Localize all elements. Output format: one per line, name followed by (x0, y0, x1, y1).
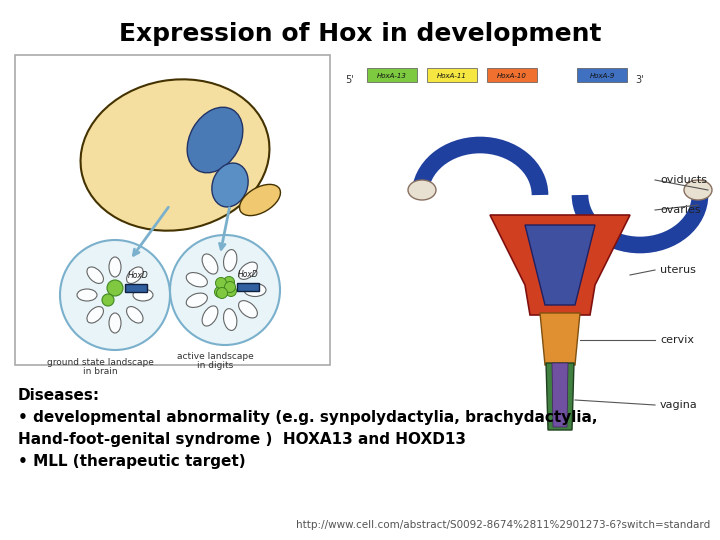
Text: Diseases:: Diseases: (18, 388, 100, 403)
Text: HoxA-13: HoxA-13 (377, 73, 407, 79)
Polygon shape (525, 225, 595, 305)
Circle shape (60, 240, 170, 350)
Text: • MLL (therapeutic target): • MLL (therapeutic target) (18, 454, 246, 469)
Circle shape (220, 281, 230, 293)
Ellipse shape (87, 267, 104, 284)
Polygon shape (540, 313, 580, 365)
Bar (577, 68, 627, 82)
Text: oviducts: oviducts (660, 175, 707, 185)
Text: vagina: vagina (660, 400, 698, 410)
Ellipse shape (81, 79, 269, 231)
Circle shape (225, 286, 236, 296)
Bar (125, 284, 147, 292)
Ellipse shape (202, 306, 218, 326)
Ellipse shape (244, 284, 266, 296)
Ellipse shape (238, 301, 257, 318)
Circle shape (215, 287, 225, 298)
Text: • developmental abnormality (e.g. synpolydactylia, brachydactylia,: • developmental abnormality (e.g. synpol… (18, 410, 598, 425)
Ellipse shape (127, 267, 143, 284)
Ellipse shape (223, 309, 237, 330)
Ellipse shape (186, 273, 207, 287)
Ellipse shape (223, 249, 237, 271)
Circle shape (170, 235, 280, 345)
Bar (427, 68, 477, 82)
Ellipse shape (212, 163, 248, 207)
Ellipse shape (109, 313, 121, 333)
Polygon shape (490, 215, 630, 315)
Polygon shape (546, 363, 574, 430)
Text: ground state landscape: ground state landscape (47, 358, 153, 367)
Ellipse shape (408, 180, 436, 200)
Text: HoxA-9: HoxA-9 (589, 73, 615, 79)
Ellipse shape (109, 257, 121, 277)
Circle shape (217, 287, 228, 299)
Polygon shape (552, 363, 568, 427)
Ellipse shape (77, 289, 97, 301)
Bar (15, 55, 330, 365)
Text: in brain: in brain (83, 367, 117, 376)
Ellipse shape (202, 254, 218, 274)
Circle shape (215, 278, 227, 288)
Circle shape (223, 276, 235, 287)
Text: 5': 5' (345, 75, 354, 85)
Ellipse shape (87, 307, 104, 323)
Ellipse shape (684, 180, 712, 200)
Ellipse shape (133, 289, 153, 301)
Ellipse shape (240, 184, 281, 215)
Bar (367, 68, 417, 82)
Text: ovaries: ovaries (660, 205, 701, 215)
Text: HoxD: HoxD (128, 271, 149, 280)
Ellipse shape (127, 307, 143, 323)
Text: http://www.cell.com/abstract/S0092-8674%2811%2901273-6?switch=standard: http://www.cell.com/abstract/S0092-8674%… (296, 520, 710, 530)
Text: in digits: in digits (197, 361, 233, 370)
Text: uterus: uterus (660, 265, 696, 275)
Circle shape (102, 294, 114, 306)
Text: HoxA-10: HoxA-10 (497, 73, 527, 79)
Text: HoxD: HoxD (238, 270, 258, 279)
Bar (237, 283, 259, 291)
Ellipse shape (187, 107, 243, 173)
Ellipse shape (186, 293, 207, 307)
Ellipse shape (238, 262, 257, 279)
Text: Hand‑foot‑genital syndrome )  HOXA13 and HOXD13: Hand‑foot‑genital syndrome ) HOXA13 and … (18, 432, 466, 447)
Circle shape (225, 281, 235, 293)
Text: Expression of Hox in development: Expression of Hox in development (119, 22, 601, 46)
Text: 3': 3' (635, 75, 644, 85)
Bar (487, 68, 537, 82)
Text: active landscape: active landscape (176, 352, 253, 361)
Circle shape (107, 280, 123, 296)
Text: cervix: cervix (660, 335, 694, 345)
Text: HoxA-11: HoxA-11 (437, 73, 467, 79)
